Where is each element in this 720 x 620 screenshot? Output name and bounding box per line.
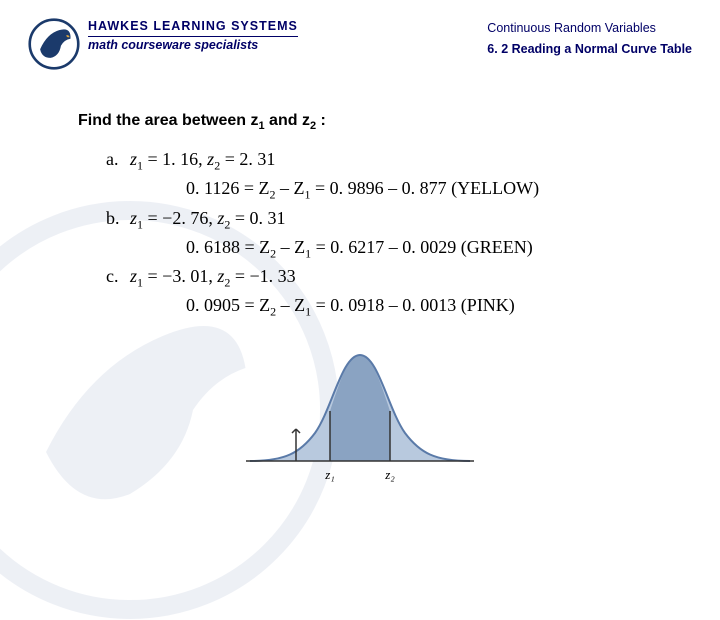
problem-list: a.z1 = 1. 16, z2 = 2. 31 0. 1126 = Z2 – … [78, 146, 680, 321]
item-letter: a. [106, 146, 130, 174]
prompt-before: Find the area between z [78, 112, 258, 129]
section-text: 6. 2 Reading a Normal Curve Table [487, 39, 692, 60]
z1-label: z [130, 266, 137, 286]
z2-val: = 0. 31 [230, 208, 285, 228]
normal-curve-figure: z₁ z₂ [230, 333, 490, 493]
prompt-text: Find the area between z1 and z2 : [78, 112, 680, 132]
item-calc: 0. 6188 = Z2 – Z1 = 0. 6217 – 0. 0029 (G… [106, 234, 680, 263]
calc-res: 0. 6188 = Z [186, 237, 270, 257]
z1-val: = −2. 76, [143, 208, 217, 228]
calc-rest: = 0. 0918 – 0. 0013 (PINK) [311, 295, 515, 315]
brand-line1: HAWKES LEARNING SYSTEMS [88, 18, 298, 35]
list-item: a.z1 = 1. 16, z2 = 2. 31 [106, 146, 680, 175]
item-calc: 0. 0905 = Z2 – Z1 = 0. 0918 – 0. 0013 (P… [106, 292, 680, 321]
z1-val: = 1. 16, [143, 149, 207, 169]
z2-axis-label: z₂ [384, 467, 395, 482]
z1-label: z [130, 149, 137, 169]
calc-res: 0. 1126 = Z [186, 178, 269, 198]
calc-rest: = 0. 6217 – 0. 0029 (GREEN) [311, 237, 533, 257]
hawk-logo-icon [28, 18, 80, 70]
calc-rest: = 0. 9896 – 0. 877 (YELLOW) [310, 178, 539, 198]
shaded-region [330, 355, 390, 461]
list-item: b.z1 = −2. 76, z2 = 0. 31 [106, 205, 680, 234]
brand-line2: math courseware specialists [88, 36, 298, 54]
z1-axis-label: z₁ [324, 467, 335, 482]
z2-val: = 2. 31 [220, 149, 275, 169]
slide-content: Find the area between z1 and z2 : a.z1 =… [0, 78, 720, 321]
calc-minus: – Z [275, 178, 304, 198]
calc-res: 0. 0905 = Z [186, 295, 270, 315]
z2-val: = −1. 33 [230, 266, 295, 286]
slide-header: HAWKES LEARNING SYSTEMS math courseware … [0, 0, 720, 78]
item-letter: b. [106, 205, 130, 233]
item-calc: 0. 1126 = Z2 – Z1 = 0. 9896 – 0. 877 (YE… [106, 175, 680, 204]
calc-minus: – Z [276, 295, 305, 315]
normal-curve-svg: z₁ z₂ [230, 333, 490, 493]
z1-val: = −3. 01, [143, 266, 217, 286]
list-item: c.z1 = −3. 01, z2 = −1. 33 [106, 263, 680, 292]
prompt-after: : [316, 112, 326, 129]
z1-label: z [130, 208, 137, 228]
topic-block: Continuous Random Variables 6. 2 Reading… [487, 18, 692, 61]
item-letter: c. [106, 263, 130, 291]
prompt-middle: and z [265, 112, 310, 129]
brand-block: HAWKES LEARNING SYSTEMS math courseware … [88, 18, 298, 54]
calc-minus: – Z [276, 237, 305, 257]
topic-text: Continuous Random Variables [487, 18, 692, 39]
